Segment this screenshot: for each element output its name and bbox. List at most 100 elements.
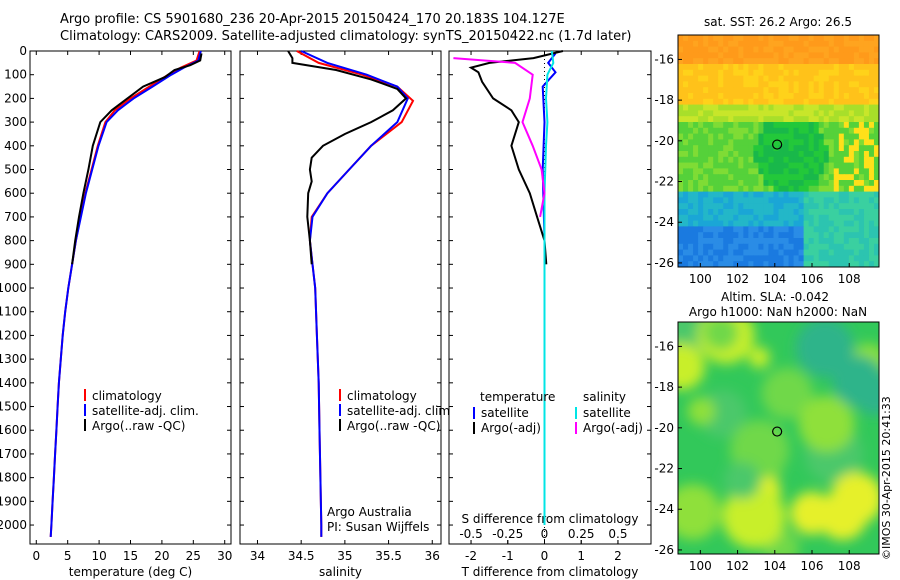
x-tick-label: 10 <box>91 549 106 563</box>
sst-pixel <box>743 64 749 71</box>
sst-pixel <box>718 116 724 123</box>
sst-pixel <box>843 145 850 152</box>
sst-pixel <box>703 232 709 239</box>
sst-pixel <box>758 185 765 193</box>
sst-pixel <box>818 127 825 135</box>
sst-pixel <box>818 232 825 239</box>
sst-pixel <box>833 46 840 53</box>
sst-pixel <box>768 64 775 71</box>
sst-pixel <box>808 209 815 216</box>
sst-pixel <box>853 46 860 53</box>
sst-pixel <box>858 255 865 262</box>
sst-pixel <box>818 238 825 245</box>
sst-pixel <box>803 145 810 152</box>
sst-pixel <box>723 255 729 262</box>
sst-pixel <box>823 156 830 164</box>
sst-pixel <box>763 249 770 256</box>
sst-pixel <box>723 40 729 48</box>
sst-pixel <box>858 145 865 152</box>
sst-pixel <box>858 180 865 187</box>
sst-pixel <box>703 81 709 88</box>
sst-pixel <box>723 249 729 256</box>
sst-pixel <box>728 87 734 94</box>
sst-pixel <box>748 191 754 198</box>
sst-pixel <box>753 98 759 106</box>
sst-pixel <box>688 35 694 42</box>
sst-pixel <box>828 104 835 111</box>
sst-pixel <box>783 191 790 198</box>
sst-map-title: sat. SST: 26.2 Argo: 26.5 <box>704 15 852 29</box>
sst-pixel <box>873 75 879 82</box>
sst-pixel <box>778 238 785 245</box>
sst-pixel <box>708 168 714 175</box>
sst-pixel <box>713 127 719 135</box>
sst-pixel <box>703 197 709 204</box>
sst-pixel <box>753 133 759 140</box>
y-tick-label: 1600 <box>0 423 27 437</box>
sst-pixel <box>758 243 765 251</box>
sst-pixel <box>803 203 810 210</box>
sst-pixel <box>828 174 835 181</box>
sst-pixel <box>703 64 709 71</box>
sst-pixel <box>798 46 805 53</box>
sst-pixel <box>828 203 835 210</box>
sst-pixel <box>763 238 770 245</box>
sst-pixel <box>813 35 820 42</box>
sst-pixel <box>813 249 820 256</box>
sst-pixel <box>773 69 780 77</box>
sst-pixel <box>723 35 729 42</box>
sst-pixel <box>848 64 855 71</box>
sst-pixel <box>788 93 795 100</box>
sst-pixel <box>733 110 739 117</box>
sst-pixel <box>743 35 749 42</box>
sst-pixel <box>678 261 684 267</box>
sst-pixel <box>838 162 845 169</box>
sst-pixel <box>718 162 724 169</box>
sst-pixel <box>763 139 770 146</box>
sst-pixel <box>723 226 729 233</box>
sst-pixel <box>853 162 860 169</box>
sst-pixel <box>808 116 815 123</box>
sst-pixel <box>738 203 744 210</box>
sst-pixel <box>748 214 754 222</box>
sst-pixel <box>688 255 694 262</box>
sst-pixel <box>773 185 780 193</box>
sst-pixel <box>813 174 820 181</box>
sst-pixel <box>738 214 744 222</box>
sst-pixel <box>853 40 860 48</box>
sst-pixel <box>843 110 850 117</box>
sst-pixel <box>688 81 694 88</box>
sst-pixel <box>768 255 775 262</box>
sst-pixel <box>683 133 689 140</box>
sst-pixel <box>818 249 825 256</box>
sst-pixel <box>808 249 815 256</box>
sst-pixel <box>853 243 860 251</box>
sst-pixel <box>788 110 795 117</box>
sst-pixel <box>803 64 810 71</box>
sst-pixel <box>683 238 689 245</box>
sst-pixel <box>853 69 860 77</box>
sst-pixel <box>748 151 754 158</box>
sst-pixel <box>793 127 800 135</box>
sst-pixel <box>813 110 820 117</box>
sst-pixel <box>678 232 684 239</box>
sst-pixel <box>848 191 855 198</box>
sst-pixel <box>798 87 805 94</box>
sst-pixel <box>753 197 759 204</box>
x-tick-label: 1 <box>577 549 585 563</box>
sst-pixel <box>758 214 765 222</box>
sst-pixel <box>693 168 699 175</box>
sst-pixel <box>833 174 840 181</box>
sst-pixel <box>823 145 830 152</box>
sst-pixel <box>823 220 830 227</box>
sst-pixel <box>798 81 805 88</box>
sst-pixel <box>793 58 800 65</box>
sst-pixel <box>708 162 714 169</box>
sst-pixel <box>738 64 744 71</box>
sst-pixel <box>693 75 699 82</box>
sst-pixel <box>778 151 785 158</box>
sst-pixel <box>798 220 805 227</box>
sst-pixel <box>693 35 699 42</box>
sst-pixel <box>833 87 840 94</box>
sst-pixel <box>763 81 770 88</box>
